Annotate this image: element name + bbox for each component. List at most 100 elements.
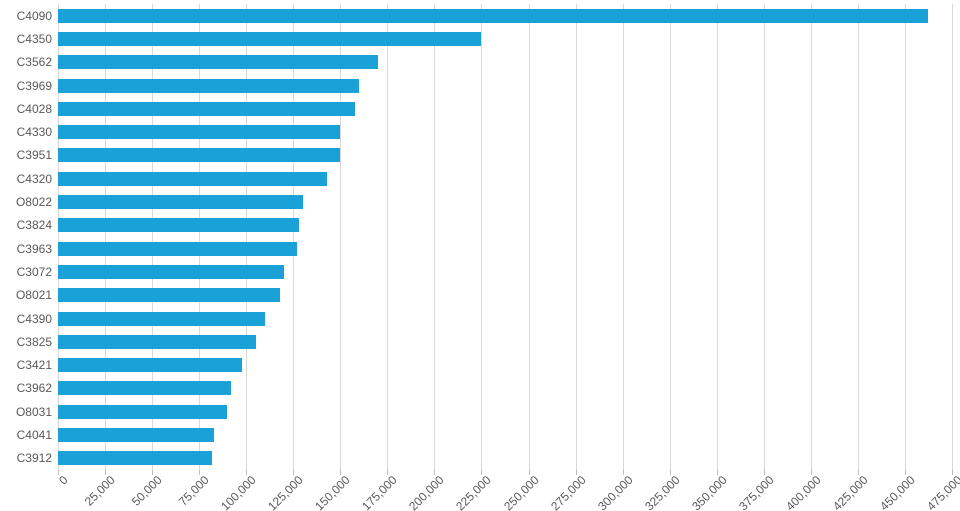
x-axis-label: 425,000 — [827, 470, 870, 511]
bar — [58, 381, 231, 395]
bar-row: C3963 — [58, 242, 952, 256]
y-axis-label: C4390 — [17, 312, 58, 326]
gridline — [152, 4, 153, 470]
bar-row: C3072 — [58, 265, 952, 279]
bar-row: C3951 — [58, 148, 952, 162]
x-axis-label: 0 — [53, 470, 70, 487]
x-axis-label: 25,000 — [79, 470, 118, 509]
bar — [58, 451, 212, 465]
bar-row: O8021 — [58, 288, 952, 302]
x-axis-label: 50,000 — [126, 470, 165, 509]
x-axis-label: 475,000 — [921, 470, 960, 511]
y-axis-label: C4320 — [17, 172, 58, 186]
gridline — [105, 4, 106, 470]
gridline — [293, 4, 294, 470]
bar-row: C3962 — [58, 381, 952, 395]
x-axis-label: 200,000 — [404, 470, 447, 511]
y-axis-label: C3825 — [17, 335, 58, 349]
bar — [58, 79, 359, 93]
bar-row: O8031 — [58, 405, 952, 419]
y-axis-label: C3562 — [17, 55, 58, 69]
bar — [58, 125, 340, 139]
y-axis-label: O8031 — [16, 405, 58, 419]
gridline — [340, 4, 341, 470]
gridline — [529, 4, 530, 470]
gridline — [199, 4, 200, 470]
x-axis-label: 450,000 — [874, 470, 917, 511]
y-axis-label: C3912 — [17, 451, 58, 465]
bar-row: O8022 — [58, 195, 952, 209]
bar — [58, 312, 265, 326]
gridline — [387, 4, 388, 470]
gridline — [246, 4, 247, 470]
gridline — [623, 4, 624, 470]
x-axis-label: 250,000 — [498, 470, 541, 511]
x-axis-label: 350,000 — [686, 470, 729, 511]
x-axis-label: 150,000 — [310, 470, 353, 511]
bar — [58, 265, 284, 279]
bar — [58, 288, 280, 302]
x-axis-label: 375,000 — [733, 470, 776, 511]
y-axis-label: O8021 — [16, 288, 58, 302]
x-axis-label: 225,000 — [451, 470, 494, 511]
bar-row: C4041 — [58, 428, 952, 442]
x-axis-label: 275,000 — [545, 470, 588, 511]
gridline — [905, 4, 906, 470]
bar — [58, 172, 327, 186]
bar — [58, 148, 340, 162]
horizontal-bar-chart: 0 25,00050,00075,000100,000125,000150,000… — [0, 0, 960, 511]
bar-row: C3421 — [58, 358, 952, 372]
x-axis-label: 125,000 — [263, 470, 306, 511]
bar — [58, 102, 355, 116]
y-axis-label: C3072 — [17, 265, 58, 279]
bar — [58, 358, 242, 372]
x-axis-label: 175,000 — [357, 470, 400, 511]
bar — [58, 335, 256, 349]
gridline — [858, 4, 859, 470]
bar-row: C3824 — [58, 218, 952, 232]
bar — [58, 218, 299, 232]
y-axis-label: C3951 — [17, 148, 58, 162]
gridline — [717, 4, 718, 470]
x-axis-label: 75,000 — [173, 470, 212, 509]
y-axis-label: C3969 — [17, 79, 58, 93]
x-axis-label: 400,000 — [780, 470, 823, 511]
y-axis-label: C3421 — [17, 358, 58, 372]
bar-row: C3825 — [58, 335, 952, 349]
y-axis-label: C4041 — [17, 428, 58, 442]
bar — [58, 32, 481, 46]
bar-row: C4390 — [58, 312, 952, 326]
bar — [58, 428, 214, 442]
y-axis-label: C4350 — [17, 32, 58, 46]
y-axis-label: C3963 — [17, 242, 58, 256]
gridline — [576, 4, 577, 470]
bar-row: C3969 — [58, 79, 952, 93]
y-axis-label: C4028 — [17, 102, 58, 116]
bar-row: C4090 — [58, 9, 952, 23]
bar — [58, 9, 928, 23]
y-axis-label: C4090 — [17, 9, 58, 23]
bar-row: C4320 — [58, 172, 952, 186]
bar-row: C4330 — [58, 125, 952, 139]
x-axis-label: 325,000 — [639, 470, 682, 511]
bar — [58, 242, 297, 256]
y-axis-label: O8022 — [16, 195, 58, 209]
plot-area: 025,00050,00075,000100,000125,000150,000… — [58, 4, 952, 470]
gridline — [764, 4, 765, 470]
bar-row: C3912 — [58, 451, 952, 465]
y-axis-label: C4330 — [17, 125, 58, 139]
bar — [58, 405, 227, 419]
y-axis-label: C3962 — [17, 381, 58, 395]
bar — [58, 55, 378, 69]
gridline — [952, 4, 953, 470]
bar-row: C3562 — [58, 55, 952, 69]
x-axis-label: 300,000 — [592, 470, 635, 511]
gridline — [58, 4, 59, 470]
bar-row: C4028 — [58, 102, 952, 116]
gridline — [481, 4, 482, 470]
bar — [58, 195, 303, 209]
bar-row: C4350 — [58, 32, 952, 46]
gridline — [811, 4, 812, 470]
gridline — [434, 4, 435, 470]
x-axis-label: 100,000 — [216, 470, 259, 511]
